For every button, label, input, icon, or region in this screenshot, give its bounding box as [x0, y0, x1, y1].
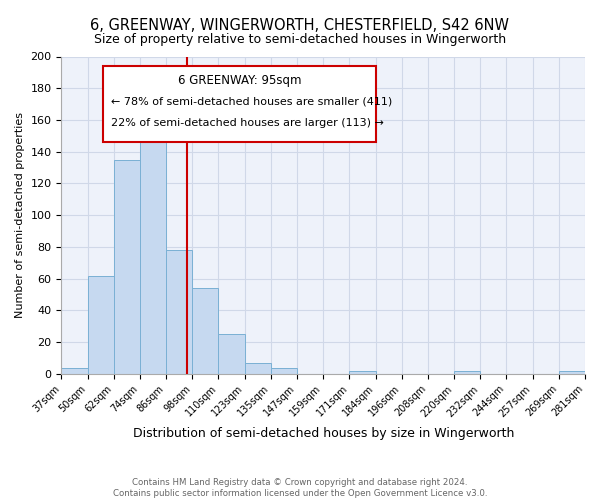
Y-axis label: Number of semi-detached properties: Number of semi-detached properties: [15, 112, 25, 318]
Text: Contains HM Land Registry data © Crown copyright and database right 2024.
Contai: Contains HM Land Registry data © Crown c…: [113, 478, 487, 498]
Text: Size of property relative to semi-detached houses in Wingerworth: Size of property relative to semi-detach…: [94, 32, 506, 46]
Bar: [454, 371, 480, 374]
X-axis label: Distribution of semi-detached houses by size in Wingerworth: Distribution of semi-detached houses by …: [133, 427, 514, 440]
Text: 22% of semi-detached houses are larger (113) →: 22% of semi-detached houses are larger (…: [111, 118, 384, 128]
Text: ← 78% of semi-detached houses are smaller (411): ← 78% of semi-detached houses are smalle…: [111, 96, 392, 106]
Bar: [193, 288, 218, 374]
Bar: [88, 276, 114, 374]
FancyBboxPatch shape: [103, 66, 376, 142]
Bar: [61, 368, 88, 374]
Text: 6 GREENWAY: 95sqm: 6 GREENWAY: 95sqm: [178, 74, 301, 87]
Bar: [349, 371, 376, 374]
Bar: [559, 371, 585, 374]
Bar: [114, 160, 140, 374]
Text: 6, GREENWAY, WINGERWORTH, CHESTERFIELD, S42 6NW: 6, GREENWAY, WINGERWORTH, CHESTERFIELD, …: [91, 18, 509, 32]
Bar: [245, 363, 271, 374]
Bar: [271, 368, 297, 374]
Bar: [166, 250, 193, 374]
Bar: [218, 334, 245, 374]
Bar: [140, 131, 166, 374]
